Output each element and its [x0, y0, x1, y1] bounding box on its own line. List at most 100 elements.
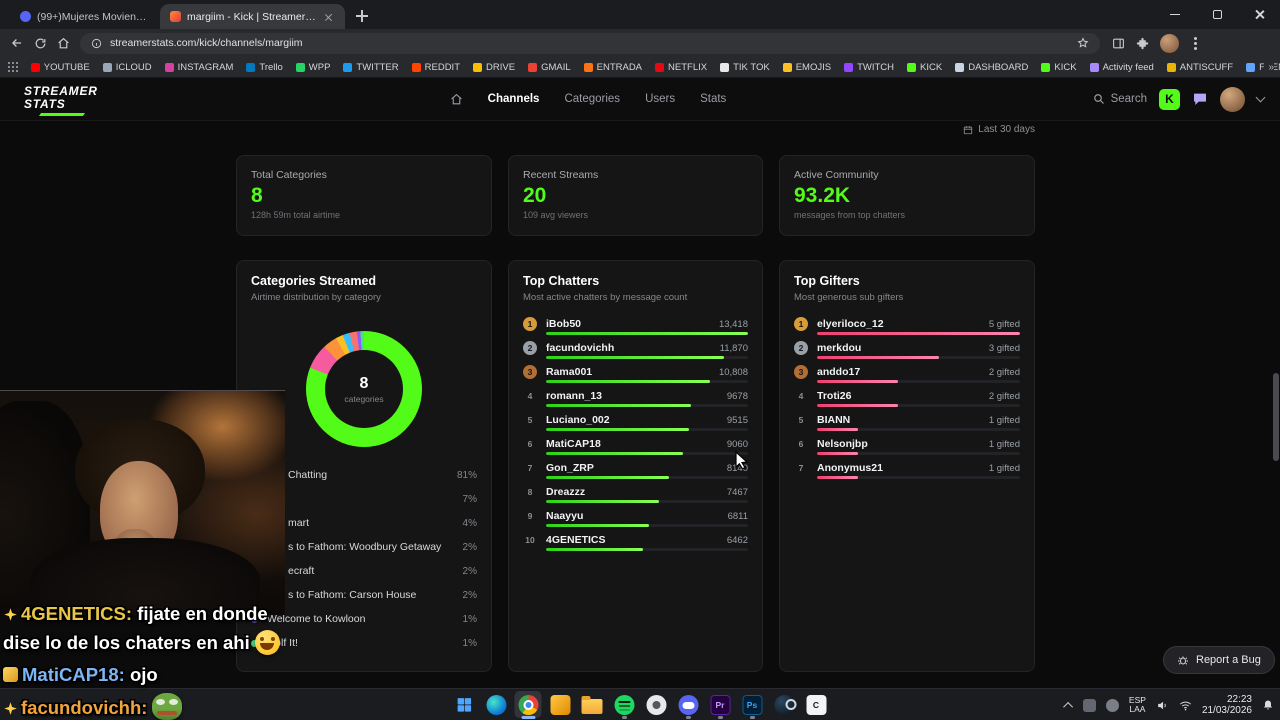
sidebar-icon[interactable]	[1112, 37, 1125, 50]
chevron-down-icon[interactable]	[1255, 92, 1266, 103]
chatter-count: 13,418	[718, 318, 748, 330]
report-bug-button[interactable]: Report a Bug	[1163, 646, 1275, 674]
tab-discord[interactable]: (99+)Mujeres Moviendo el Cul...	[10, 4, 160, 29]
search-button[interactable]: Search	[1093, 93, 1147, 105]
camera-app-icon[interactable]	[643, 691, 670, 718]
nav-stats[interactable]: Stats	[700, 93, 727, 105]
chatter-name[interactable]: iBob50	[546, 318, 582, 330]
bookmark-gmail[interactable]: GMAIL	[528, 62, 571, 73]
chatter-name[interactable]: Naayyu	[546, 510, 584, 522]
period-filter[interactable]: Last 30 days	[963, 124, 1035, 135]
bookmark-icloud[interactable]: ICLOUD	[102, 62, 152, 73]
start-button[interactable]	[451, 691, 478, 718]
nav-channels[interactable]: Channels	[487, 93, 540, 105]
gifter-name[interactable]: BIANN	[817, 414, 851, 426]
browser-profile-avatar[interactable]	[1160, 33, 1179, 53]
nav-categories[interactable]: Categories	[564, 93, 621, 105]
bookmark-trello[interactable]: Trello	[246, 62, 283, 73]
chatter-name[interactable]: MatiCAP18	[546, 438, 601, 450]
home-button[interactable]	[57, 37, 70, 50]
bookmark-star-icon[interactable]	[1077, 37, 1089, 49]
browser-menu-icon[interactable]	[1194, 41, 1197, 45]
files-app-icon[interactable]	[547, 691, 574, 718]
rank-badge: 7	[527, 463, 533, 473]
notification-bell-icon[interactable]	[1262, 699, 1274, 711]
chatter-name[interactable]: Luciano_002	[546, 414, 610, 426]
gifter-name[interactable]: anddo17	[817, 366, 861, 378]
tray-expand-icon[interactable]	[1063, 701, 1073, 712]
bookmark-favicon	[295, 62, 305, 72]
refresh-button[interactable]	[34, 37, 47, 50]
close-button[interactable]	[1238, 0, 1280, 29]
gifter-name[interactable]: elyeriloco_12	[817, 318, 884, 330]
gifter-row: 1 elyeriloco_12 5 gifted	[794, 317, 1020, 335]
nav-home-icon[interactable]	[450, 93, 463, 106]
tray-app-icon-2[interactable]	[1105, 698, 1119, 712]
language-indicator[interactable]: ESP LAA	[1128, 694, 1146, 714]
chatter-name[interactable]: Dreazzz	[546, 486, 586, 498]
wifi-icon[interactable]	[1179, 699, 1192, 712]
chrome-icon[interactable]	[514, 691, 542, 718]
user-avatar[interactable]	[1220, 86, 1245, 112]
bookmark-tiktok[interactable]: TIK TOK	[720, 62, 770, 73]
discord-icon[interactable]	[675, 691, 702, 718]
bookmark-kick-2[interactable]: KICK	[1041, 62, 1077, 73]
bookmark-dashboard[interactable]: DASHBOARD	[955, 62, 1028, 73]
tab-title: margiim - Kick | StreamerStats	[187, 10, 317, 23]
bookmark-netflix[interactable]: NETFLIX	[655, 62, 707, 73]
site-info-icon[interactable]	[91, 38, 102, 49]
taskbar-clock[interactable]: 22:23 21/03/2026	[1202, 694, 1252, 716]
chatter-name[interactable]: Rama001	[546, 366, 593, 378]
chatter-name[interactable]: 4GENETICS	[546, 534, 606, 546]
tray-app-icon[interactable]	[1082, 698, 1096, 712]
bookmark-wpp[interactable]: WPP	[295, 62, 330, 73]
nav-users[interactable]: Users	[645, 93, 676, 105]
file-explorer-icon[interactable]	[579, 691, 606, 718]
capcut-icon[interactable]: C	[803, 691, 830, 718]
streamerstats-logo[interactable]: STREAMER STATS	[24, 85, 98, 116]
bookmark-emojis[interactable]: EMOJIS	[782, 62, 831, 73]
top-chatters-panel: Top Chatters Most active chatters by mes…	[508, 260, 763, 672]
bookmark-label: ENTRADA	[596, 61, 643, 73]
extensions-puzzle-icon[interactable]	[1136, 37, 1149, 50]
chat-bubble-icon[interactable]	[1192, 91, 1208, 107]
gifter-name[interactable]: Nelsonjbp	[817, 438, 868, 450]
address-bar[interactable]: streamerstats.com/kick/channels/margiim	[80, 32, 1100, 54]
chatter-name[interactable]: Gon_ZRP	[546, 462, 594, 474]
bookmark-reddit[interactable]: REDDIT	[411, 62, 460, 73]
photoshop-icon[interactable]: Ps	[739, 691, 766, 718]
bookmark-fuentes[interactable]: FUENTES	[1246, 62, 1280, 73]
bookmark-twitter[interactable]: TWITTER	[343, 62, 399, 73]
bookmark-twitch[interactable]: TWITCH	[844, 62, 894, 73]
chat-message-continued: dise lo de los chaters en ahi	[3, 629, 313, 656]
chat-text: ojo	[129, 664, 158, 685]
tab-streamerstats[interactable]: margiim - Kick | StreamerStats	[160, 4, 345, 29]
back-button[interactable]	[10, 36, 24, 50]
bookmark-instagram[interactable]: INSTAGRAM	[164, 62, 233, 73]
volume-icon[interactable]	[1156, 699, 1169, 712]
minimize-button[interactable]	[1154, 0, 1196, 29]
bookmark-kick[interactable]: KICK	[907, 62, 942, 73]
apps-grid-icon[interactable]	[8, 62, 18, 72]
bookmark-drive[interactable]: DRIVE	[473, 62, 515, 73]
bookmark-activity-feed[interactable]: Activity feed	[1089, 62, 1154, 73]
maximize-button[interactable]	[1196, 0, 1238, 29]
bookmark-favicon	[343, 62, 353, 72]
new-tab-button[interactable]	[351, 5, 373, 27]
steam-icon[interactable]	[771, 691, 798, 718]
gifter-name[interactable]: merkdou	[817, 342, 862, 354]
premiere-icon[interactable]: Pr	[707, 691, 734, 718]
chatter-name[interactable]: facundovichh	[546, 342, 615, 354]
gifter-name[interactable]: Anonymus21	[817, 462, 883, 474]
bookmark-antiscuff[interactable]: ANTISCUFF	[1166, 62, 1233, 73]
chatter-name[interactable]: romann_13	[546, 390, 603, 402]
bookmark-youtube[interactable]: YOUTUBE	[30, 62, 90, 73]
page-scrollbar[interactable]	[1273, 373, 1279, 461]
edge-icon[interactable]	[483, 691, 510, 718]
bookmarks-overflow-icon[interactable]: »	[1264, 61, 1274, 73]
gifter-name[interactable]: Troti26	[817, 390, 852, 402]
bookmark-entrada[interactable]: ENTRADA	[583, 61, 643, 73]
spotify-icon[interactable]	[611, 691, 638, 718]
kick-badge[interactable]: K	[1159, 88, 1180, 110]
tab-close-icon[interactable]	[323, 11, 335, 23]
